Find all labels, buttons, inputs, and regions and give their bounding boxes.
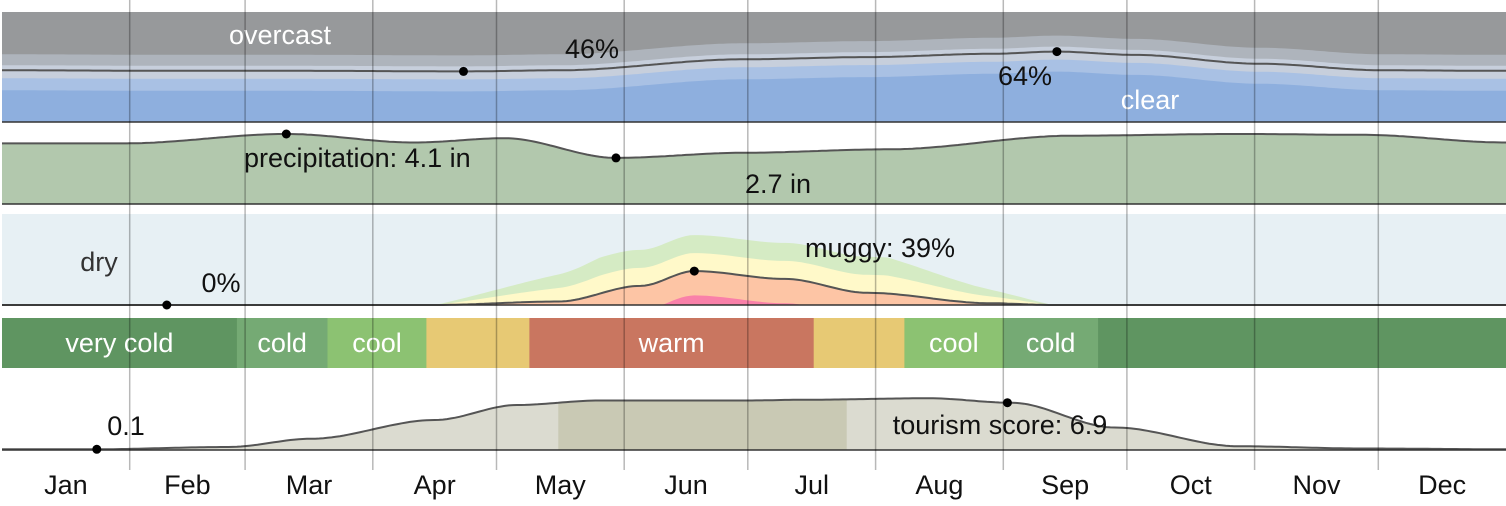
- month-gridlines: [128, 0, 1380, 470]
- month-label: Nov: [1292, 470, 1341, 500]
- month-axis: Jan Feb Mar Apr May Jun Jul Aug Sep Oct Nov Dec: [44, 470, 1466, 500]
- humidity-min-label: 0%: [201, 268, 240, 298]
- temperature-band-label: cool: [352, 328, 402, 358]
- tourism-best-period-area: [558, 399, 847, 450]
- tourism-panel: 0.1 tourism score: 6.9: [2, 397, 1506, 454]
- cloud-max-label: 64%: [998, 61, 1052, 91]
- humidity-oppressive-area: [414, 295, 1115, 305]
- temperature-band: [904, 318, 1004, 368]
- precipitation-area: [2, 134, 1506, 204]
- temperature-band-label: cold: [257, 328, 307, 358]
- temperature-band-label: very cold: [65, 328, 173, 358]
- temperature-band: [2, 318, 238, 368]
- month-label: Jul: [794, 470, 829, 500]
- humidity-max-marker: [689, 266, 699, 276]
- precipitation-panel: precipitation: 4.1 in 2.7 in: [2, 129, 1506, 205]
- month-label: Sep: [1041, 470, 1089, 500]
- dry-label: dry: [80, 247, 118, 277]
- tourism-line: [2, 397, 1506, 451]
- temperature-band: [1098, 318, 1506, 368]
- temperature-band: [1003, 318, 1099, 368]
- cloud-cover-panel: overcast clear 46% 64%: [2, 12, 1506, 123]
- precipitation-min-label: 2.7 in: [745, 169, 811, 199]
- temperature-band: [813, 318, 905, 368]
- clear-label: clear: [1121, 85, 1180, 115]
- month-label: May: [535, 470, 587, 500]
- temperature-band-label: cold: [1026, 328, 1076, 358]
- cloud-median-line: [2, 50, 1506, 73]
- month-label: Aug: [915, 470, 963, 500]
- month-label: Apr: [414, 470, 456, 500]
- cloud-min-label: 46%: [565, 34, 619, 64]
- humidity-muggy-area: [414, 271, 1115, 305]
- month-label: Jun: [664, 470, 708, 500]
- cloud-clear-area: [2, 71, 1506, 122]
- cloud-min-marker: [459, 66, 468, 76]
- precipitation-line: [2, 133, 1506, 159]
- month-label: Mar: [286, 470, 333, 500]
- humidity-panel: dry 0% muggy: 39%: [2, 214, 1506, 310]
- humidity-max-label: muggy: 39%: [805, 233, 955, 263]
- cloud-max-marker: [1052, 47, 1062, 57]
- temperature-band-label: warm: [638, 328, 705, 358]
- temperature-band-label: cool: [929, 328, 979, 358]
- humidity-min-marker: [162, 300, 172, 310]
- temperature-band-strip: very cold cold cool warm cool cold: [2, 318, 1506, 368]
- temperature-band: [327, 318, 427, 368]
- temperature-band: [529, 318, 815, 368]
- month-label: Dec: [1418, 470, 1466, 500]
- month-label: Jan: [44, 470, 88, 500]
- temperature-band: [236, 318, 329, 368]
- tourism-max-marker: [1002, 398, 1012, 408]
- tourism-max-label: tourism score: 6.9: [893, 410, 1108, 440]
- month-label: Feb: [164, 470, 211, 500]
- precipitation-max-label: precipitation: 4.1 in: [244, 143, 471, 173]
- month-label: Oct: [1170, 470, 1213, 500]
- overcast-label: overcast: [229, 20, 332, 50]
- tourism-min-marker: [92, 444, 102, 454]
- precipitation-min-marker: [611, 153, 621, 163]
- tourism-min-label: 0.1: [107, 411, 145, 441]
- precipitation-max-marker: [281, 129, 291, 139]
- temperature-band: [426, 318, 530, 368]
